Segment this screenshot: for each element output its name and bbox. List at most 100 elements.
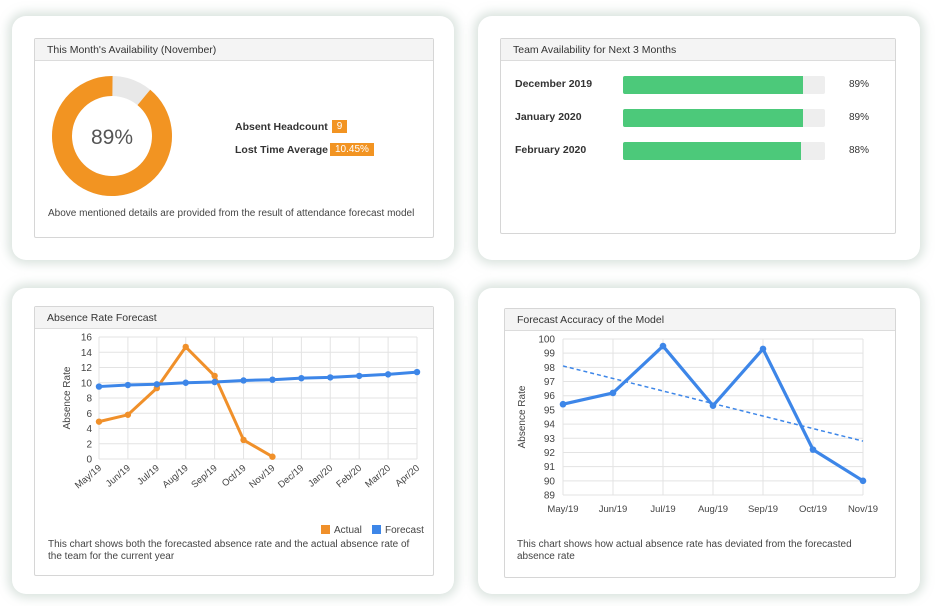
availability-percent: 89% <box>849 79 870 90</box>
absence-forecast-panel: Absence Rate Forecast 0 2 4 6 8 10 12 14 16 May/1… <box>34 306 434 576</box>
absence-forecast-chart: 0 2 4 6 8 10 12 14 16 May/19 Jun/19 Jul/19Aug/19Sep… <box>62 333 424 537</box>
absent-headcount-label: Absent Headcount <box>235 120 328 133</box>
y-axis-label: Absence Rate <box>517 385 528 448</box>
forecast-accuracy-panel: Forecast Accuracy of the Model 89 90 91 92 9… <box>504 308 896 578</box>
data-point-forecast <box>413 368 421 376</box>
absence-forecast-footnote: This chart shows both the forecasted abs… <box>48 539 410 562</box>
availability-bar-fill <box>623 109 803 127</box>
lost-time-badge: 10.45% <box>329 143 374 156</box>
x-tick-label: Aug/19 <box>698 504 728 515</box>
legend-label-actual: Actual <box>334 525 362 536</box>
data-point-forecast <box>240 377 247 384</box>
y-tick-label: 4 <box>86 424 92 435</box>
data-point-forecast <box>298 374 305 382</box>
availability-percent: 88% <box>849 145 870 156</box>
x-tick-label: Apr/20 <box>393 463 422 489</box>
month-label: January 2020 <box>515 111 582 123</box>
lost-time-label: Lost Time Average <box>235 143 328 156</box>
team-availability-row: January 2020 89% <box>501 108 897 128</box>
availability-bar-track <box>623 142 825 160</box>
data-point-forecast <box>327 374 334 381</box>
y-tick-label: 93 <box>544 434 556 445</box>
x-tick-label: Nov/19 <box>848 504 878 515</box>
y-tick-label: 8 <box>86 394 92 405</box>
data-point-forecast <box>355 372 363 380</box>
lost-time-row: Lost Time Average 10.45% <box>235 143 374 156</box>
x-tick-label: Oct/19 <box>799 504 827 515</box>
y-tick-label: 6 <box>86 409 92 420</box>
y-tick-label: 16 <box>81 333 93 344</box>
availability-donut: 89% <box>52 76 172 196</box>
y-tick-label: 97 <box>544 377 556 388</box>
y-axis-label: Absence Rate <box>62 366 73 429</box>
forecast-accuracy-chart: 89 90 91 92 93 94 95 96 97 98 99 100 May/19 Jun/19 Jul… <box>517 335 878 516</box>
x-tick-label: Nov/19 <box>247 463 277 491</box>
x-tick-label: May/19 <box>73 463 104 491</box>
availability-card: This Month's Availability (November) 89%… <box>12 16 454 260</box>
x-tick-label: Dec/19 <box>276 463 306 491</box>
y-tick-label: 94 <box>544 420 556 431</box>
legend-swatch-actual <box>321 525 330 534</box>
month-label: December 2019 <box>515 78 593 90</box>
data-point <box>709 402 717 409</box>
series-line-forecast <box>98 370 418 389</box>
data-point-forecast <box>124 381 132 389</box>
team-availability-title: Team Availability for Next 3 Months <box>501 39 895 61</box>
x-tick-label: Sep/19 <box>189 463 219 491</box>
data-point <box>559 400 567 408</box>
data-point-actual <box>124 411 132 418</box>
availability-bar-fill <box>623 142 801 160</box>
y-tick-label: 12 <box>81 363 93 374</box>
legend-swatch-forecast <box>372 525 381 534</box>
data-point-forecast <box>269 376 276 383</box>
availability-bar-track <box>623 109 825 127</box>
legend-label-forecast: Forecast <box>385 525 424 536</box>
x-tick-label: Jul/19 <box>650 504 675 515</box>
x-tick-label: May/19 <box>547 504 578 515</box>
data-point-forecast <box>384 371 392 378</box>
y-tick-label: 96 <box>544 391 556 402</box>
x-tick-label: Feb/20 <box>334 463 364 490</box>
data-point-forecast <box>211 378 218 386</box>
y-tick-label: 90 <box>544 476 556 487</box>
data-point-forecast <box>182 379 189 386</box>
y-tick-label: 98 <box>544 363 556 374</box>
data-point <box>759 345 767 353</box>
donut-ring <box>52 76 172 196</box>
forecast-accuracy-footnote: This chart shows how actual absence rate… <box>517 539 852 562</box>
team-availability-panel: Team Availability for Next 3 Months Dece… <box>500 38 896 234</box>
data-point <box>859 477 867 485</box>
availability-percent-label: 89% <box>91 126 133 149</box>
data-point <box>809 446 817 453</box>
forecast-accuracy-title: Forecast Accuracy of the Model <box>505 309 895 331</box>
absent-headcount-badge: 9 <box>331 120 348 133</box>
x-tick-label: Jul/19 <box>135 463 161 488</box>
data-point <box>609 389 617 397</box>
data-point <box>659 342 667 350</box>
availability-title: This Month's Availability (November) <box>35 39 433 61</box>
availability-percent: 89% <box>849 112 870 123</box>
team-availability-row: December 2019 89% <box>501 75 897 95</box>
y-tick-label: 92 <box>544 448 556 459</box>
x-tick-label: Oct/19 <box>220 463 249 489</box>
x-tick-label: Jun/19 <box>599 504 628 515</box>
x-tick-label: Aug/19 <box>161 463 191 491</box>
availability-bar-fill <box>623 76 803 94</box>
absence-forecast-title: Absence Rate Forecast <box>35 307 433 329</box>
y-tick-label: 0 <box>86 455 92 466</box>
x-tick-label: Mar/20 <box>363 463 393 490</box>
forecast-accuracy-card: Forecast Accuracy of the Model 89 90 91 92 9… <box>478 288 920 594</box>
absence-forecast-card: Absence Rate Forecast 0 2 4 6 8 10 12 14 16 May/1… <box>12 288 454 594</box>
y-tick-label: 99 <box>544 349 556 360</box>
y-tick-label: 10 <box>81 378 93 389</box>
x-tick-label: Jan/20 <box>306 463 335 490</box>
data-point-actual <box>182 343 189 351</box>
team-availability-row: February 2020 88% <box>501 141 897 161</box>
data-point-forecast <box>95 383 103 390</box>
y-tick-label: 2 <box>86 439 92 450</box>
x-tick-label: Sep/19 <box>748 504 778 515</box>
y-tick-label: 91 <box>544 462 556 473</box>
x-tick-label: Jun/19 <box>104 463 133 490</box>
data-point-forecast <box>153 381 161 388</box>
y-tick-label: 14 <box>81 348 93 359</box>
